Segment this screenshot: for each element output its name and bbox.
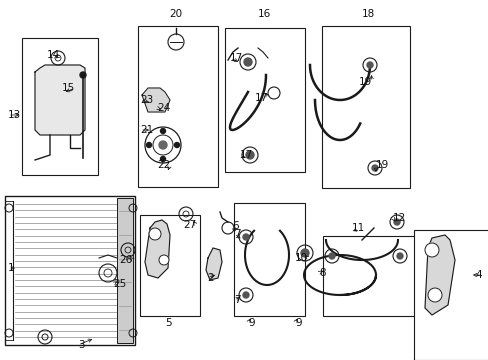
Circle shape: [243, 234, 248, 240]
Circle shape: [393, 219, 399, 225]
Text: 16: 16: [257, 9, 270, 19]
Circle shape: [160, 129, 165, 134]
Text: 14: 14: [47, 50, 60, 60]
Text: 2: 2: [206, 273, 213, 283]
Circle shape: [149, 228, 161, 240]
Text: 1: 1: [8, 263, 15, 273]
Circle shape: [159, 141, 167, 149]
Circle shape: [396, 253, 402, 259]
Bar: [140, 215, 200, 316]
Bar: [321, 26, 409, 188]
Text: 13: 13: [8, 110, 21, 120]
Text: 21: 21: [140, 125, 153, 135]
Bar: [234, 203, 305, 316]
Circle shape: [244, 58, 251, 66]
Text: 6: 6: [231, 221, 238, 231]
Circle shape: [366, 62, 372, 68]
Circle shape: [245, 151, 253, 159]
Text: 4: 4: [474, 270, 481, 280]
Circle shape: [328, 253, 334, 259]
Circle shape: [160, 157, 165, 162]
Text: 27: 27: [183, 220, 196, 230]
Text: 19: 19: [358, 77, 371, 87]
Text: 7: 7: [234, 229, 240, 239]
Text: 19: 19: [375, 160, 388, 170]
Text: 12: 12: [392, 213, 406, 223]
Text: 20: 20: [169, 9, 182, 19]
Circle shape: [243, 292, 248, 298]
Text: 5: 5: [164, 318, 171, 328]
Circle shape: [80, 72, 86, 78]
Polygon shape: [424, 235, 454, 315]
Circle shape: [427, 288, 441, 302]
Text: 17: 17: [254, 93, 267, 103]
Text: 10: 10: [294, 253, 307, 263]
Polygon shape: [205, 248, 222, 280]
Text: 17: 17: [240, 150, 253, 160]
Circle shape: [301, 249, 308, 257]
Polygon shape: [35, 65, 85, 135]
Circle shape: [424, 243, 438, 257]
Text: 8: 8: [318, 268, 325, 278]
Bar: [323, 236, 436, 316]
Text: 7: 7: [234, 295, 240, 305]
Text: 25: 25: [113, 279, 126, 289]
Text: 17: 17: [229, 53, 243, 63]
Text: 22: 22: [157, 160, 170, 170]
Text: 18: 18: [361, 9, 374, 19]
Text: 3: 3: [78, 340, 84, 350]
Circle shape: [174, 143, 179, 148]
Bar: [5, 196, 135, 345]
Bar: [22, 38, 98, 175]
Text: 24: 24: [157, 103, 170, 113]
Circle shape: [159, 255, 169, 265]
Polygon shape: [145, 220, 170, 278]
Bar: [117, 198, 133, 343]
Polygon shape: [142, 88, 170, 112]
Bar: [138, 26, 218, 187]
Bar: [413, 230, 488, 360]
Text: 11: 11: [351, 223, 365, 233]
Text: 23: 23: [140, 95, 153, 105]
Circle shape: [146, 143, 151, 148]
Text: 15: 15: [61, 83, 75, 93]
Text: 9: 9: [294, 318, 301, 328]
Text: 9: 9: [247, 318, 254, 328]
Bar: [224, 28, 305, 172]
Circle shape: [371, 165, 377, 171]
Text: 26: 26: [120, 255, 133, 265]
